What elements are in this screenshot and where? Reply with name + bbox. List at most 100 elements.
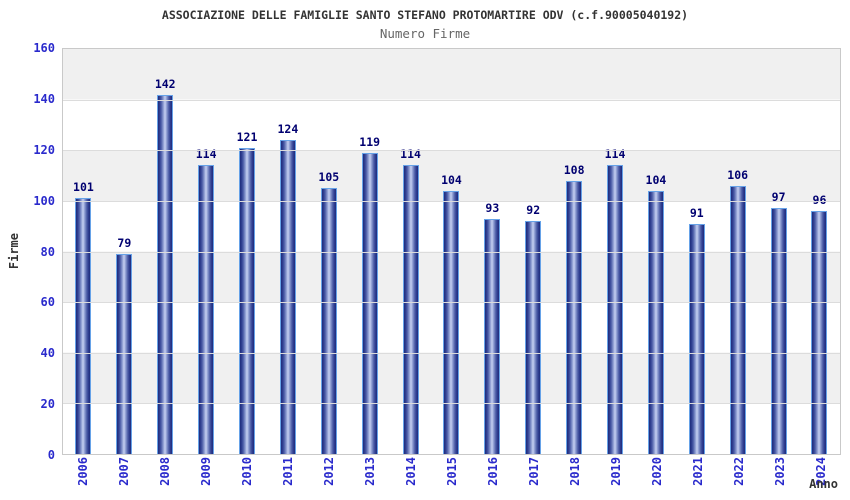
bar — [116, 254, 133, 454]
bar-slot: 104 — [431, 49, 472, 454]
bar-value-label: 106 — [727, 168, 749, 182]
x-tick-slot: 2023 — [759, 457, 800, 500]
bar-value-label: 79 — [117, 236, 132, 250]
x-tick-slot: 2008 — [144, 457, 185, 500]
x-tick-slot: 2014 — [390, 457, 431, 500]
bar-value-label: 142 — [154, 77, 176, 91]
x-tick-slot: 2010 — [226, 457, 267, 500]
bar-value-label: 104 — [645, 173, 667, 187]
bar — [402, 165, 419, 454]
bar-value-label: 114 — [400, 147, 421, 161]
x-tick-slot: 2020 — [636, 457, 677, 500]
gridline — [63, 200, 840, 202]
chart-subtitle: Numero Firme — [379, 26, 471, 41]
y-tick-label: 40 — [40, 346, 55, 361]
x-tick-label: 2020 — [649, 457, 664, 486]
bar-value-label: 114 — [195, 147, 217, 161]
x-tick-slot: 2011 — [267, 457, 308, 500]
x-tick-slot: 2013 — [349, 457, 390, 500]
bar-value-label: 101 — [73, 180, 94, 194]
bar — [157, 95, 174, 454]
bar — [361, 153, 378, 454]
x-tick-slot: 2022 — [718, 457, 759, 500]
bar — [729, 186, 746, 454]
x-tick-slot: 2007 — [103, 457, 144, 500]
y-tick-label: 140 — [33, 91, 55, 106]
y-tick-label: 120 — [33, 142, 55, 157]
bar-slot: 121 — [227, 49, 268, 454]
x-tick-label: 2014 — [403, 457, 418, 486]
bar — [770, 208, 787, 454]
bar-value-label: 114 — [604, 147, 626, 161]
bar-value-label: 124 — [277, 122, 299, 136]
bar-slot: 124 — [267, 49, 308, 454]
bar-slot: 105 — [308, 49, 349, 454]
bar-slot: 91 — [676, 49, 717, 454]
bar-slot: 96 — [799, 49, 840, 454]
y-tick-label: 100 — [33, 193, 55, 208]
plot-area: 101 79 142 114 121 124 105 119 114 104 93 92 108 114 1… — [62, 48, 841, 455]
bar — [811, 211, 828, 454]
bar-slot: 93 — [472, 49, 513, 454]
x-tick-slot: 2006 — [62, 457, 103, 500]
bars-container: 101 79 142 114 121 124 105 119 114 104 93 92 108 114 1… — [63, 49, 840, 454]
bar — [443, 191, 460, 454]
gridline — [63, 302, 840, 304]
x-tick-label: 2016 — [485, 457, 500, 486]
chart-title: ASSOCIAZIONE DELLE FAMIGLIE SANTO STEFAN… — [161, 8, 689, 22]
bar-value-label: 104 — [441, 173, 462, 187]
y-tick-label: 20 — [40, 397, 55, 412]
x-tick-label: 2012 — [321, 457, 336, 486]
x-tick-slot: 2015 — [431, 457, 472, 500]
bar — [75, 198, 92, 454]
x-tick-label: 2007 — [116, 457, 131, 486]
bar — [688, 224, 705, 454]
x-tick-label: 2009 — [198, 457, 213, 486]
bar — [647, 191, 664, 454]
x-tick-slot: 2018 — [554, 457, 595, 500]
bar-slot: 104 — [635, 49, 676, 454]
gridline — [63, 352, 840, 354]
x-tick-slot: 2021 — [677, 457, 718, 500]
bar-value-label: 105 — [318, 170, 340, 184]
y-axis-title: Firme — [6, 48, 22, 455]
bar-value-label: 93 — [485, 201, 500, 215]
bar — [279, 140, 296, 454]
bar — [566, 181, 583, 454]
bar-value-label: 97 — [771, 190, 786, 204]
bar-slot: 142 — [145, 49, 186, 454]
bar-slot: 106 — [717, 49, 758, 454]
bar-slot: 108 — [554, 49, 595, 454]
bar — [607, 165, 624, 454]
x-tick-label: 2017 — [526, 457, 541, 486]
gridline — [63, 251, 840, 253]
y-tick-label: 160 — [33, 41, 55, 55]
y-axis-title-text: Firme — [7, 233, 21, 270]
y-tick-label: 80 — [40, 244, 55, 259]
x-tick-slot: 2009 — [185, 457, 226, 500]
bar-value-label: 119 — [359, 135, 381, 149]
bar — [320, 188, 337, 454]
x-tick-label: 2008 — [157, 457, 172, 486]
bar — [239, 148, 255, 454]
gridline — [63, 403, 840, 405]
x-tick-label: 2011 — [280, 457, 295, 486]
x-axis-title: Anno — [809, 477, 838, 491]
x-tick-label: 2010 — [239, 457, 254, 486]
x-tick-label: 2018 — [567, 457, 582, 486]
bar-value-label: 92 — [526, 203, 541, 217]
x-tick-label: 2021 — [690, 457, 705, 486]
bar-slot: 119 — [349, 49, 390, 454]
bar — [484, 219, 501, 454]
x-tick-label: 2006 — [75, 457, 90, 486]
x-tick-label: 2023 — [772, 457, 787, 486]
bar-value-label: 96 — [813, 193, 827, 207]
gridline — [63, 150, 840, 152]
bar-value-label: 108 — [563, 163, 585, 177]
bar-value-label: 121 — [236, 130, 258, 144]
x-tick-label: 2022 — [731, 457, 746, 486]
gridline — [63, 99, 840, 101]
x-tick-label: 2015 — [444, 457, 459, 486]
x-tick-slot: 2019 — [595, 457, 636, 500]
